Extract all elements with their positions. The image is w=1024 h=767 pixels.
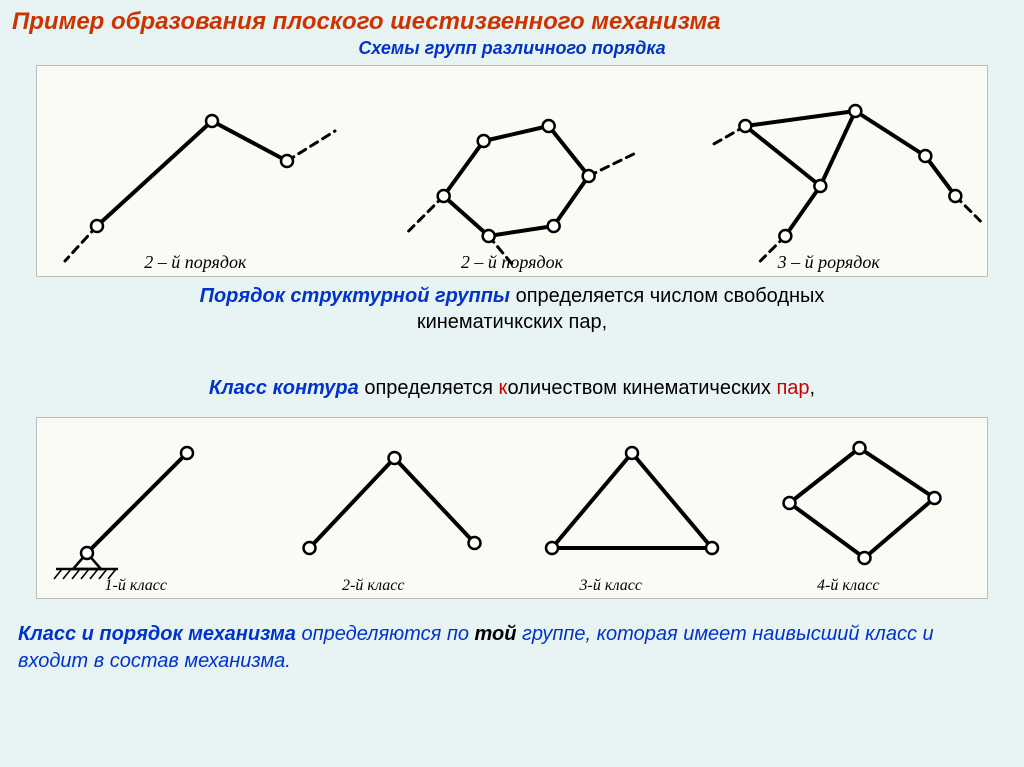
class-mid1: определяется (364, 377, 498, 399)
order-rest2: кинематичкских пар, (417, 311, 607, 333)
page-title: Пример образования плоского шестизвенног… (0, 0, 1024, 36)
class-mid3: кинематических (617, 377, 776, 399)
svg-text:4-й класс: 4-й класс (817, 577, 880, 594)
svg-text:2 – й порядок: 2 – й порядок (461, 252, 564, 272)
footer-toi: той (475, 623, 517, 645)
classes-svg: 1-й класс 2-й класс 3-й класс 4-й класс (37, 418, 987, 598)
class-comma: , (810, 377, 816, 399)
footer-mid: определяются по (296, 623, 475, 645)
footer-text: Класс и порядок механизма определяются п… (0, 599, 1024, 675)
svg-text:2 – й порядок: 2 – й порядок (144, 252, 247, 272)
text-order-definition: Порядок структурной группы определяется … (0, 277, 1024, 341)
order-lead: Порядок структурной группы (200, 285, 510, 307)
svg-text:3-й класс: 3-й класс (578, 577, 642, 594)
text-class-definition: Класс контура определяется количеством к… (0, 369, 1024, 407)
svg-text:1-й класс: 1-й класс (104, 577, 167, 594)
diagram-panel-orders: 2 – й порядок 2 – й порядок 3 – й рорядок (36, 65, 988, 277)
svg-text:2-й класс: 2-й класс (342, 577, 405, 594)
orders-svg: 2 – й порядок 2 – й порядок 3 – й рорядок (37, 66, 987, 276)
class-lead: Класс контура (209, 377, 359, 399)
order-rest1: определяется числом свободных (516, 285, 825, 307)
footer-lead: Класс и порядок механизма (18, 623, 296, 645)
svg-text:3 – й рорядок: 3 – й рорядок (777, 252, 881, 272)
class-mid2: оличеством (507, 377, 617, 399)
class-pair: пар (776, 377, 809, 399)
page-subtitle: Схемы групп различного порядка (0, 36, 1024, 65)
diagram-panel-classes: 1-й класс 2-й класс 3-й класс 4-й класс (36, 417, 988, 599)
